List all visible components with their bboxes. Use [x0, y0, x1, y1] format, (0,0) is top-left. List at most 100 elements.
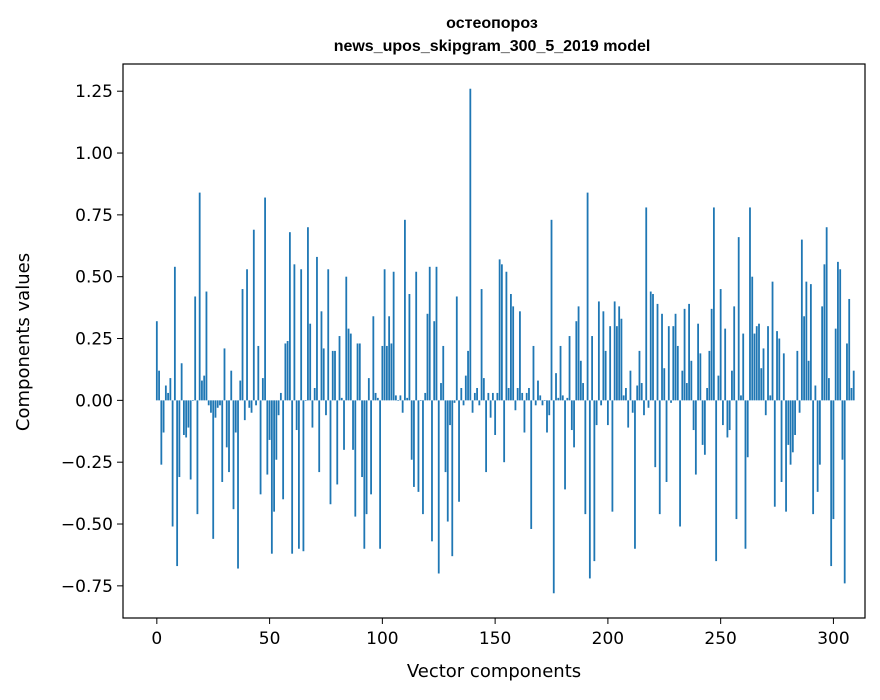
x-axis-label: Vector components [407, 661, 581, 682]
bar [277, 400, 280, 416]
bar [846, 343, 848, 401]
bar [385, 345, 388, 401]
bar [552, 400, 555, 594]
bar [320, 311, 323, 401]
bar [302, 400, 305, 552]
bar [327, 269, 330, 401]
bar [207, 400, 210, 406]
bar [564, 400, 566, 490]
bar [532, 345, 535, 401]
bar [334, 350, 336, 401]
chart-title: остеопороз [446, 15, 538, 32]
bar [500, 264, 503, 401]
bar [322, 348, 325, 401]
bar [728, 400, 731, 431]
bar [216, 400, 219, 408]
bar [189, 400, 192, 480]
bar [674, 313, 677, 401]
bar [807, 360, 810, 401]
bar [514, 400, 517, 411]
bar [413, 400, 415, 487]
bar [609, 326, 612, 401]
bar [370, 400, 372, 495]
bar [586, 192, 589, 401]
bar [458, 400, 460, 502]
bar [776, 331, 778, 401]
bar [352, 400, 354, 450]
bar [749, 207, 751, 401]
bar [575, 321, 578, 401]
bar [494, 400, 497, 435]
bar [496, 392, 499, 401]
bar [697, 323, 699, 401]
bar [758, 323, 760, 401]
bar [311, 400, 314, 428]
bar [318, 400, 321, 473]
bar [347, 328, 350, 401]
bar [818, 400, 821, 465]
bar [354, 400, 357, 517]
bar [519, 311, 521, 401]
bar [753, 333, 756, 401]
bar [239, 380, 242, 401]
bar [376, 397, 379, 401]
bar [550, 219, 553, 401]
bar [252, 229, 255, 401]
bar [250, 400, 253, 413]
bar [230, 370, 233, 401]
bar [710, 308, 713, 401]
bar [173, 266, 176, 401]
bar [444, 400, 447, 473]
bar [422, 400, 424, 515]
bar [823, 264, 826, 401]
y-tick-label: −0.50 [61, 515, 113, 535]
bar [733, 306, 736, 401]
bar [530, 400, 533, 529]
bar [670, 400, 672, 403]
bar [543, 400, 546, 401]
bar [555, 373, 557, 401]
y-axis-label: Components values [13, 253, 34, 431]
bar [850, 387, 853, 401]
bar [426, 313, 429, 401]
bar [539, 395, 542, 401]
bar [367, 378, 370, 401]
bar [631, 400, 634, 413]
bar [279, 392, 282, 401]
bar [602, 311, 605, 401]
bar [559, 345, 562, 401]
bar [212, 400, 215, 539]
bar [568, 336, 571, 401]
bar [791, 400, 794, 453]
bar [834, 328, 837, 401]
bar [787, 400, 790, 445]
bar [340, 397, 343, 401]
bar [735, 400, 738, 520]
bar [498, 259, 501, 401]
bar [629, 370, 632, 401]
x-tick-label: 150 [479, 629, 511, 649]
bar [627, 400, 630, 428]
bar [460, 387, 463, 401]
bar [541, 400, 544, 406]
bar [744, 400, 747, 549]
bars [155, 88, 855, 594]
bar [316, 256, 318, 401]
bar [225, 400, 228, 448]
bar [264, 197, 266, 401]
bar [523, 400, 526, 433]
bar [449, 400, 451, 426]
bar [647, 400, 650, 408]
bar [482, 378, 485, 401]
bar [288, 232, 291, 401]
bar [485, 400, 487, 473]
bar [579, 360, 582, 401]
bar [309, 323, 312, 401]
bar [584, 400, 587, 515]
bar [408, 294, 411, 401]
bar [394, 395, 397, 401]
y-tick-label: 0.00 [75, 391, 113, 411]
bar [746, 400, 749, 458]
bar [620, 318, 623, 401]
bar [397, 400, 400, 401]
